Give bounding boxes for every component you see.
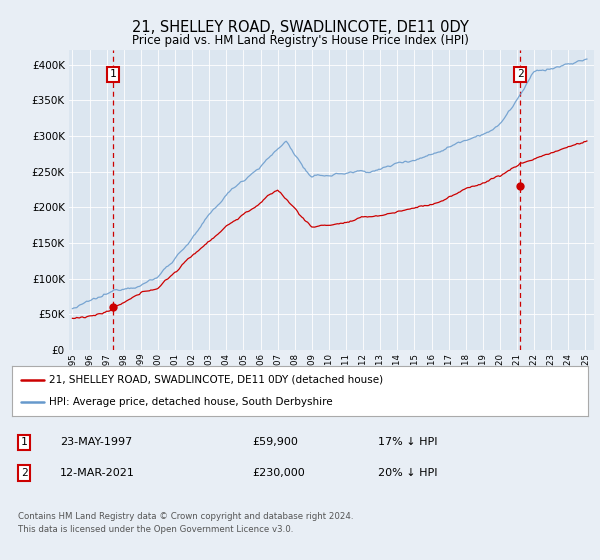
Text: HPI: Average price, detached house, South Derbyshire: HPI: Average price, detached house, Sout… (49, 397, 333, 407)
Text: 1: 1 (20, 437, 28, 447)
Text: Price paid vs. HM Land Registry's House Price Index (HPI): Price paid vs. HM Land Registry's House … (131, 34, 469, 46)
Text: 2: 2 (20, 468, 28, 478)
Text: 23-MAY-1997: 23-MAY-1997 (60, 437, 132, 447)
Text: £59,900: £59,900 (252, 437, 298, 447)
Text: This data is licensed under the Open Government Licence v3.0.: This data is licensed under the Open Gov… (18, 525, 293, 534)
Text: 12-MAR-2021: 12-MAR-2021 (60, 468, 135, 478)
Text: Contains HM Land Registry data © Crown copyright and database right 2024.: Contains HM Land Registry data © Crown c… (18, 512, 353, 521)
Text: £230,000: £230,000 (252, 468, 305, 478)
Text: 21, SHELLEY ROAD, SWADLINCOTE, DE11 0DY: 21, SHELLEY ROAD, SWADLINCOTE, DE11 0DY (131, 20, 469, 35)
Text: 17% ↓ HPI: 17% ↓ HPI (378, 437, 437, 447)
Text: 1: 1 (110, 69, 116, 80)
Text: 2: 2 (517, 69, 524, 80)
Text: 20% ↓ HPI: 20% ↓ HPI (378, 468, 437, 478)
Text: 21, SHELLEY ROAD, SWADLINCOTE, DE11 0DY (detached house): 21, SHELLEY ROAD, SWADLINCOTE, DE11 0DY … (49, 375, 383, 385)
